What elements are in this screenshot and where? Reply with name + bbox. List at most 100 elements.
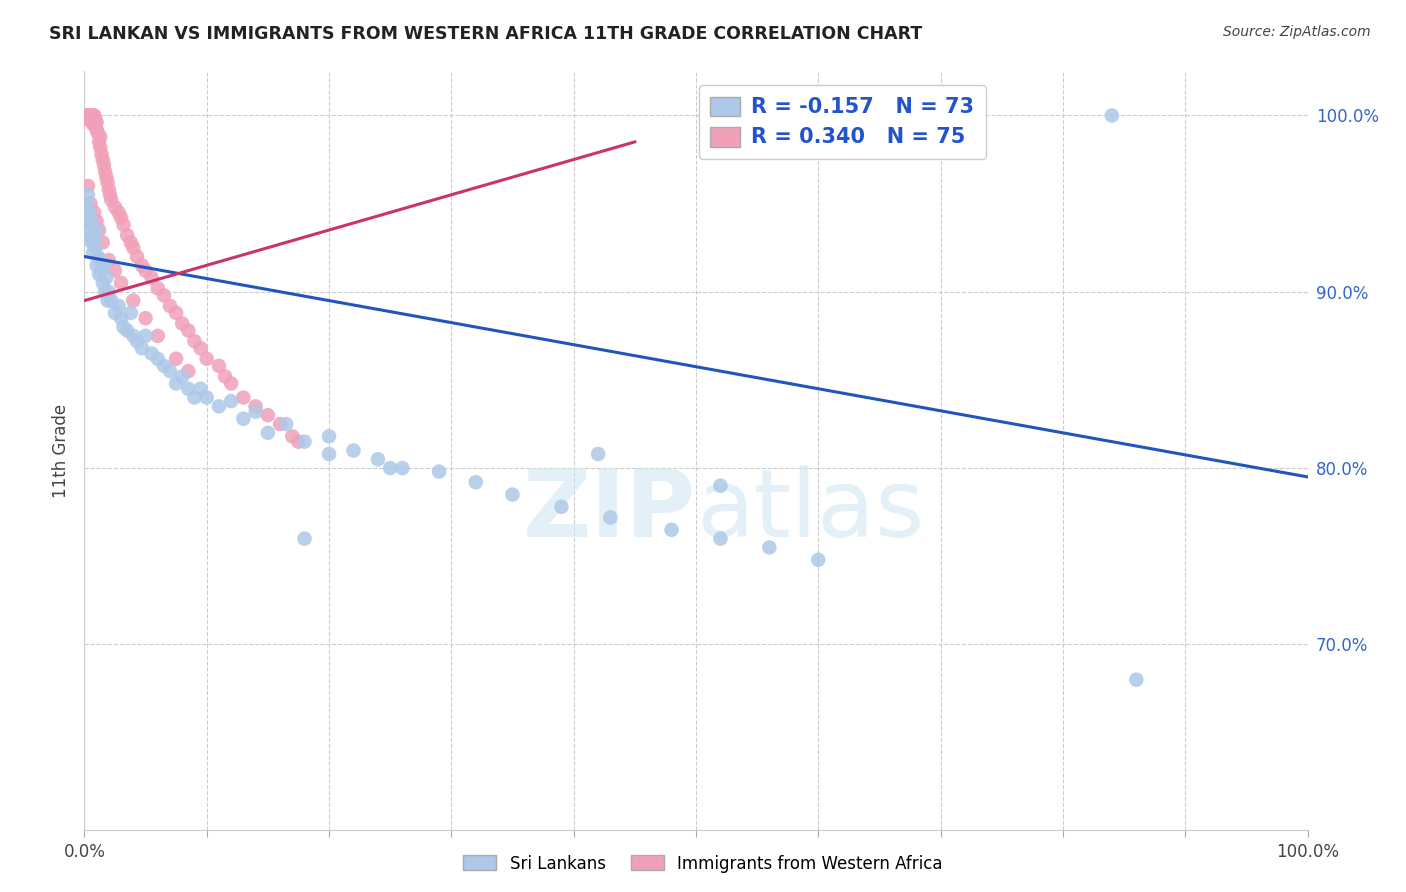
Point: [219, 394, 242, 409]
Point: [94, 165, 117, 179]
Point: [953, 108, 976, 122]
Point: [80, 108, 103, 122]
Point: [87, 267, 110, 281]
Point: [107, 205, 129, 219]
Point: [464, 475, 486, 490]
Point: [257, 425, 280, 440]
Point: [77, 112, 100, 126]
Point: [190, 382, 212, 396]
Point: [165, 351, 187, 366]
Point: [83, 113, 105, 128]
Point: [232, 411, 254, 425]
Text: ZIP: ZIP: [523, 465, 696, 558]
Point: [104, 200, 127, 214]
Point: [84, 241, 107, 255]
Point: [104, 306, 127, 320]
Point: [146, 281, 169, 295]
Point: [165, 376, 187, 391]
Point: [172, 369, 194, 384]
Point: [80, 235, 103, 250]
Point: [77, 214, 100, 228]
Point: [190, 341, 212, 355]
Point: [661, 523, 683, 537]
Point: [318, 429, 340, 443]
Y-axis label: 11th Grade: 11th Grade: [52, 403, 70, 498]
Point: [208, 400, 231, 414]
Point: [245, 405, 267, 419]
Point: [318, 447, 340, 461]
Point: [100, 293, 122, 308]
Point: [165, 306, 187, 320]
Point: [159, 299, 181, 313]
Point: [87, 126, 110, 140]
Point: [77, 108, 100, 122]
Point: [82, 112, 104, 126]
Point: [112, 320, 135, 334]
Point: [219, 376, 242, 391]
Point: [391, 461, 413, 475]
Point: [1125, 673, 1147, 687]
Point: [135, 329, 157, 343]
Point: [131, 258, 153, 272]
Point: [83, 232, 105, 246]
Point: [1101, 108, 1123, 122]
Point: [82, 117, 104, 131]
Point: [90, 263, 112, 277]
Point: [153, 359, 176, 373]
Point: [90, 147, 112, 161]
Point: [502, 487, 524, 501]
Point: [380, 461, 402, 475]
Point: [115, 228, 138, 243]
Point: [97, 182, 120, 196]
Point: [76, 108, 98, 122]
Point: [183, 334, 205, 348]
Point: [77, 112, 100, 126]
Point: [82, 246, 104, 260]
Point: [77, 205, 100, 219]
Point: [135, 311, 157, 326]
Point: [427, 465, 450, 479]
Point: [91, 153, 114, 167]
Point: [89, 253, 111, 268]
Point: [195, 351, 218, 366]
Point: [257, 408, 280, 422]
Point: [97, 176, 120, 190]
Point: [76, 196, 98, 211]
Point: [97, 253, 120, 268]
Point: [77, 232, 100, 246]
Point: [141, 346, 163, 360]
Point: [586, 447, 609, 461]
Point: [79, 211, 101, 225]
Point: [807, 553, 830, 567]
Point: [96, 270, 118, 285]
Point: [91, 276, 114, 290]
Point: [709, 479, 731, 493]
Point: [86, 122, 108, 136]
Point: [79, 223, 101, 237]
Point: [86, 115, 108, 129]
Point: [87, 223, 110, 237]
Point: [89, 129, 111, 144]
Point: [107, 299, 129, 313]
Point: [82, 108, 104, 122]
Point: [91, 235, 114, 250]
Legend: Sri Lankans, Immigrants from Western Africa: Sri Lankans, Immigrants from Western Afr…: [457, 848, 949, 880]
Point: [84, 112, 107, 126]
Point: [294, 532, 316, 546]
Point: [172, 317, 194, 331]
Point: [146, 329, 169, 343]
Point: [110, 311, 132, 326]
Point: [276, 417, 298, 431]
Point: [87, 135, 110, 149]
Point: [245, 400, 267, 414]
Point: [120, 235, 142, 250]
Point: [86, 258, 108, 272]
Point: [177, 382, 200, 396]
Point: [342, 443, 364, 458]
Point: [110, 211, 132, 225]
Point: [709, 532, 731, 546]
Point: [153, 288, 176, 302]
Point: [77, 108, 100, 122]
Point: [146, 351, 169, 366]
Point: [79, 108, 101, 122]
